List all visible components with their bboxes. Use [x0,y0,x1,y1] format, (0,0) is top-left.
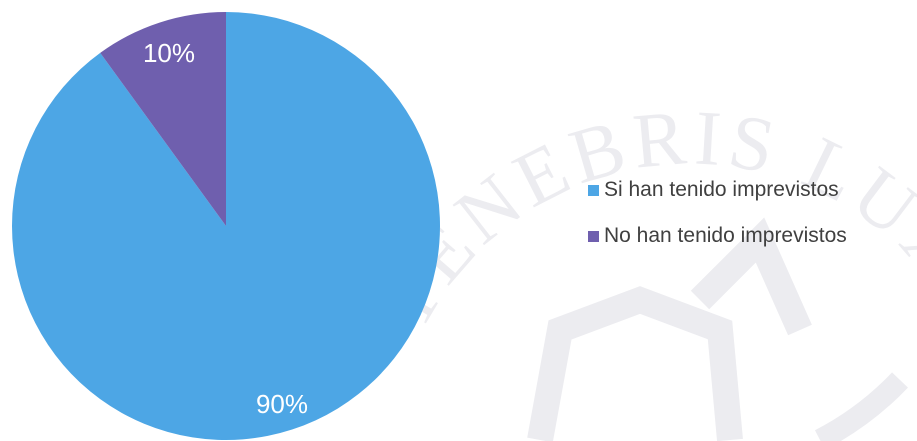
legend-label-no: No han tenido imprevistos [604,224,847,247]
legend-item-no: No han tenido imprevistos [588,218,847,254]
legend-item-si: Si han tenido imprevistos [588,172,847,208]
pie-slice-no [100,12,226,226]
legend-swatch-no [588,230,599,242]
legend-label-si: Si han tenido imprevistos [604,178,839,201]
legend: Si han tenido imprevistos No han tenido … [588,172,847,264]
legend-swatch-si [588,184,599,196]
pie-slice-si [11,12,440,441]
data-label-si: 90% [256,389,308,419]
data-label-no: 10% [143,38,195,68]
